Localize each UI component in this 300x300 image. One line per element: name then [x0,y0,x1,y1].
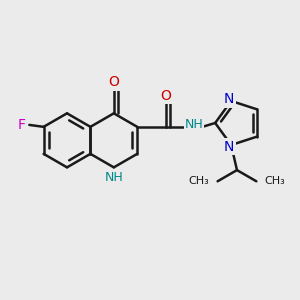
Text: O: O [161,89,172,103]
Text: CH₃: CH₃ [188,176,209,186]
Text: N: N [224,92,234,106]
Text: F: F [18,118,26,132]
Text: N: N [224,140,234,154]
Text: NH: NH [184,118,203,131]
Text: NH: NH [104,171,123,184]
Text: O: O [108,75,119,89]
Text: CH₃: CH₃ [265,176,286,186]
